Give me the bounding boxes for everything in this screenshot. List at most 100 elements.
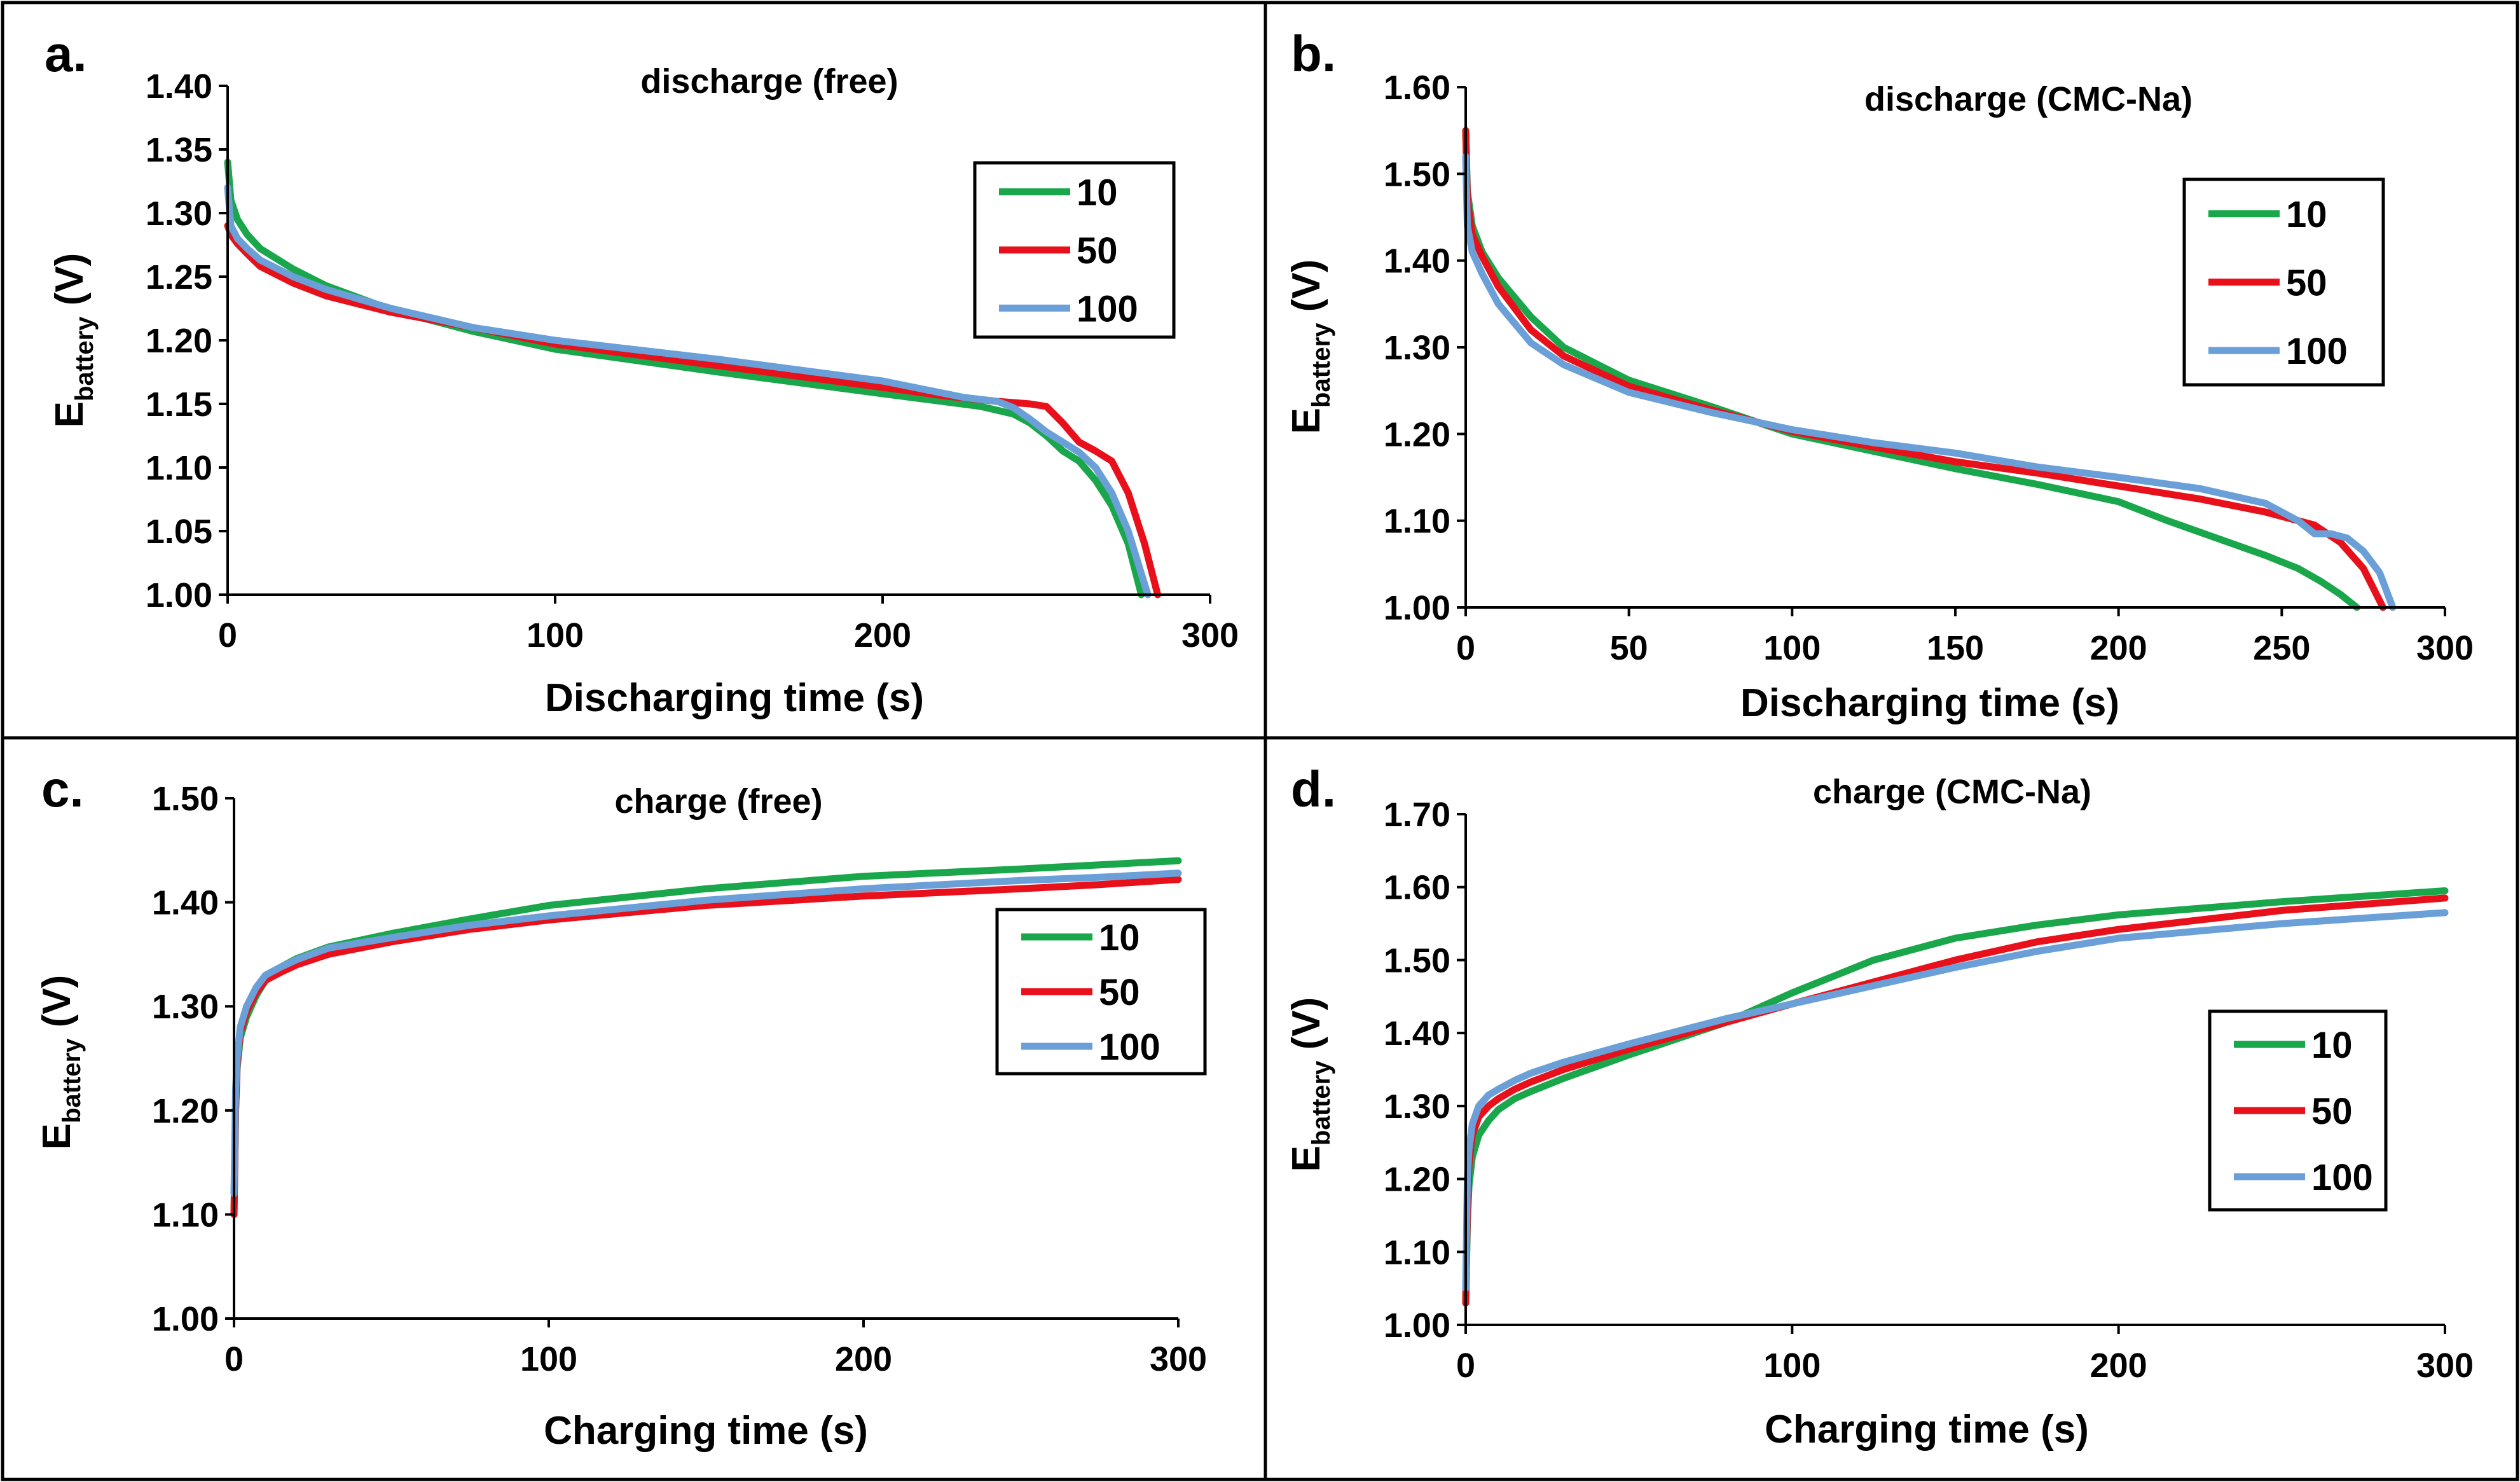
series-line-50 bbox=[224, 222, 1162, 599]
x-axis-title: Charging time (s) bbox=[544, 1409, 868, 1453]
panel-letter: c. bbox=[41, 761, 84, 817]
legend-label-100: 100 bbox=[2311, 1157, 2373, 1198]
legend: 10 50 100 bbox=[973, 161, 1176, 339]
series-line-100 bbox=[230, 869, 1182, 1198]
y-tick-label: 1.70 bbox=[1384, 796, 1450, 834]
y-tick-label: 1.10 bbox=[1384, 502, 1450, 541]
series-line-10 bbox=[224, 158, 1145, 599]
x-tick-label: 100 bbox=[527, 616, 584, 654]
legend-label-100: 100 bbox=[2286, 331, 2348, 372]
x-tick-label: 200 bbox=[2090, 1347, 2147, 1385]
x-tick-label: 200 bbox=[854, 616, 911, 654]
x-tick-label: 150 bbox=[1927, 629, 1984, 667]
y-axis-title-subscript: battery bbox=[1307, 322, 1335, 408]
x-tick-label: 0 bbox=[224, 1340, 244, 1378]
legend-label-50: 50 bbox=[2286, 263, 2327, 304]
y-tick-label: 1.00 bbox=[146, 576, 212, 614]
y-tick-label: 1.50 bbox=[152, 780, 219, 818]
series-line-100 bbox=[1462, 909, 2449, 1292]
x-axis-title: Discharging time (s) bbox=[545, 676, 924, 720]
legend-label-50: 50 bbox=[2311, 1091, 2353, 1132]
y-axis-title-unit: (V) bbox=[1284, 997, 1328, 1061]
y-axis-title: Ebattery (V) bbox=[48, 253, 99, 428]
y-tick-label: 1.35 bbox=[146, 131, 212, 169]
y-axis-title: Ebattery (V) bbox=[1284, 997, 1335, 1172]
legend: 10 50 100 bbox=[2208, 1009, 2388, 1212]
y-tick-label: 1.20 bbox=[152, 1092, 219, 1130]
y-tick-label: 1.50 bbox=[1384, 941, 1450, 980]
panel-title: discharge (free) bbox=[640, 62, 898, 100]
y-tick-label: 1.10 bbox=[152, 1196, 219, 1234]
x-tick-label: 0 bbox=[1456, 1347, 1475, 1385]
y-axis-title: Ebattery (V) bbox=[35, 975, 86, 1150]
y-axis-title-main: E bbox=[1284, 1146, 1328, 1172]
legend: 10 50 100 bbox=[995, 908, 1207, 1076]
legend: 10 50 100 bbox=[2182, 177, 2385, 387]
y-tick-label: 1.50 bbox=[1384, 155, 1450, 193]
y-axis-title-main: E bbox=[48, 401, 92, 427]
y-tick-label: 1.20 bbox=[146, 322, 212, 360]
y-axis-title-unit: (V) bbox=[35, 975, 79, 1039]
y-axis-title-unit: (V) bbox=[1284, 260, 1328, 323]
y-tick-label: 1.30 bbox=[1384, 329, 1450, 367]
y-tick-label: 1.20 bbox=[1384, 415, 1450, 454]
y-axis-title: Ebattery (V) bbox=[1284, 260, 1335, 434]
legend-label-100: 100 bbox=[1077, 288, 1138, 329]
panel-d: 1.00 1.10 1.20 1.30 1.40 1.50 1.60 1.70 0 100 200 3… bbox=[1284, 761, 2474, 1451]
y-tick-label: 1.40 bbox=[152, 884, 219, 922]
y-tick-label: 1.10 bbox=[146, 449, 212, 487]
series-line-100 bbox=[224, 184, 1152, 599]
y-tick-label: 1.30 bbox=[146, 195, 212, 233]
y-axis-title-main: E bbox=[35, 1123, 79, 1149]
y-tick-label: 1.00 bbox=[152, 1300, 219, 1338]
panel-letter: a. bbox=[45, 25, 87, 82]
legend-label-10: 10 bbox=[2286, 194, 2327, 235]
y-tick-label: 1.40 bbox=[146, 67, 212, 106]
x-axis-title: Charging time (s) bbox=[1765, 1408, 2089, 1451]
x-tick-label: 300 bbox=[1181, 616, 1239, 654]
y-tick-label: 1.40 bbox=[1384, 242, 1450, 280]
y-axis-title-main: E bbox=[1284, 408, 1328, 434]
y-axis-title-subscript: battery bbox=[1307, 1060, 1335, 1146]
legend-label-100: 100 bbox=[1099, 1027, 1160, 1068]
x-tick-label: 200 bbox=[2090, 629, 2147, 667]
y-tick-label: 1.15 bbox=[146, 385, 212, 424]
y-tick-label: 1.10 bbox=[1384, 1233, 1450, 1271]
x-axis-title: Discharging time (s) bbox=[1740, 681, 2119, 725]
y-axis-title-subscript: battery bbox=[71, 316, 99, 401]
panel-a: 1.00 1.05 1.10 1.15 1.20 1.25 1.30 1.35 1.40 0 100… bbox=[45, 25, 1239, 720]
panel-letter: b. bbox=[1291, 25, 1336, 82]
x-tick-label: 100 bbox=[520, 1340, 577, 1378]
legend-label-10: 10 bbox=[1077, 172, 1118, 214]
y-axis-title-subscript: battery bbox=[58, 1038, 86, 1123]
legend-label-10: 10 bbox=[2311, 1025, 2353, 1066]
legend-label-10: 10 bbox=[1099, 917, 1140, 959]
y-tick-label: 1.25 bbox=[146, 258, 212, 296]
x-tick-label: 100 bbox=[1763, 629, 1821, 667]
y-tick-label: 1.00 bbox=[1384, 1306, 1450, 1345]
x-tick-label: 300 bbox=[2416, 1347, 2474, 1385]
y-tick-label: 1.05 bbox=[146, 513, 212, 551]
x-tick-label: 0 bbox=[1456, 629, 1475, 667]
x-tick-label: 50 bbox=[1610, 629, 1648, 667]
x-tick-label: 100 bbox=[1763, 1347, 1821, 1385]
y-tick-label: 1.30 bbox=[1384, 1088, 1450, 1126]
x-tick-label: 300 bbox=[2416, 629, 2474, 667]
x-tick-label: 300 bbox=[1150, 1340, 1207, 1378]
panel-title: charge (free) bbox=[614, 782, 822, 821]
x-tick-label: 250 bbox=[2253, 629, 2310, 667]
x-tick-label: 0 bbox=[218, 616, 237, 654]
y-tick-label: 1.00 bbox=[1384, 589, 1450, 627]
x-tick-label: 200 bbox=[835, 1340, 892, 1378]
panel-b: 1.00 1.10 1.20 1.30 1.40 1.50 1.60 0 50 100 150 200… bbox=[1284, 25, 2474, 725]
legend-label-50: 50 bbox=[1099, 972, 1140, 1013]
y-axis-title-unit: (V) bbox=[48, 253, 92, 317]
y-tick-label: 1.60 bbox=[1384, 869, 1450, 907]
panel-letter: d. bbox=[1291, 761, 1336, 817]
panel-title: discharge (CMC-Na) bbox=[1864, 80, 2193, 118]
y-tick-label: 1.40 bbox=[1384, 1015, 1450, 1053]
panel-c: 1.00 1.10 1.20 1.30 1.40 1.50 0 100 200 300 Chargi… bbox=[35, 761, 1207, 1453]
y-tick-label: 1.30 bbox=[152, 988, 219, 1026]
